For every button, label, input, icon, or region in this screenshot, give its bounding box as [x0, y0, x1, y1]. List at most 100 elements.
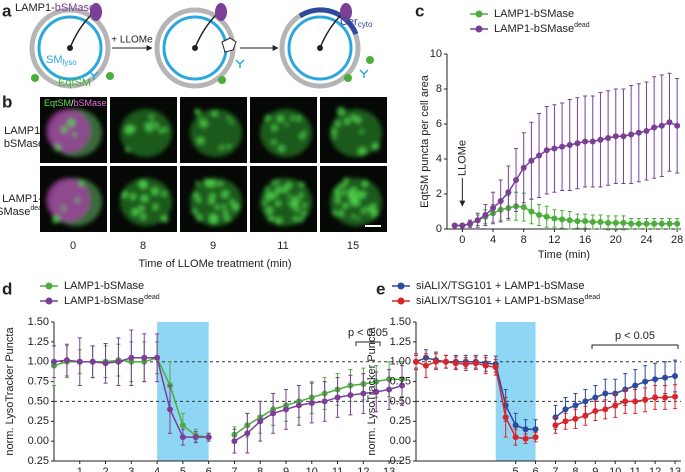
- data-point: [658, 122, 665, 129]
- puncta: [343, 177, 349, 183]
- puncta: [138, 205, 145, 212]
- x-tick-label: 1: [77, 466, 83, 472]
- legend-label: siALIX/TSG101 + LAMP1-bSMase: [416, 280, 584, 292]
- micrograph: [110, 166, 177, 232]
- time-label: 15: [347, 240, 359, 252]
- puncta: [333, 188, 340, 194]
- micrograph: [40, 97, 107, 163]
- puncta: [263, 200, 268, 205]
- cell-signal: [46, 109, 102, 157]
- puncta: [271, 179, 277, 185]
- cell-body: [120, 109, 172, 157]
- y-tick-label: 0.25: [390, 415, 411, 427]
- data-point: [566, 217, 573, 224]
- legend-name: LAMP1-bSMase: [494, 23, 574, 35]
- legend-marker: [397, 297, 405, 305]
- data-point: [89, 358, 96, 365]
- data-point: [51, 358, 57, 365]
- data-point: [642, 378, 649, 385]
- data-point: [520, 204, 527, 211]
- data-point: [635, 129, 642, 136]
- y-tick-label: 8: [436, 83, 442, 95]
- puncta: [267, 215, 274, 222]
- puncta: [271, 124, 278, 131]
- puncta: [78, 180, 85, 186]
- data-point: [482, 362, 489, 369]
- cell-signal: [260, 109, 312, 157]
- data-point: [115, 358, 122, 365]
- data-point: [643, 220, 650, 227]
- cer-text: Cer: [340, 16, 358, 28]
- puncta: [287, 194, 292, 198]
- data-point: [167, 406, 173, 413]
- puncta: [276, 179, 280, 183]
- x-tick-label: 6: [532, 466, 538, 472]
- cer-subscript: cyto: [358, 20, 373, 29]
- puncta: [338, 210, 345, 217]
- data-point: [474, 217, 481, 224]
- puncta: [294, 207, 300, 212]
- puncta: [196, 197, 202, 203]
- data-point: [472, 360, 479, 367]
- data-point: [308, 400, 315, 407]
- puncta: [221, 204, 227, 210]
- data-point: [505, 189, 512, 196]
- puncta: [335, 196, 341, 202]
- puncta: [354, 116, 362, 124]
- shaded-label: + GPN: [168, 311, 198, 322]
- puncta: [217, 181, 223, 187]
- data-point: [551, 145, 558, 152]
- cell-signal: [120, 178, 172, 226]
- data-point: [543, 147, 550, 154]
- row-label: LAMP1-bSMase: [4, 125, 44, 150]
- puncta: [278, 145, 285, 152]
- puncta: [281, 186, 288, 193]
- sm-subscript: lyso: [63, 58, 78, 67]
- x-tick-label: 12: [357, 466, 369, 472]
- data-point: [605, 135, 612, 141]
- panel-letter: a: [2, 1, 12, 20]
- puncta: [191, 209, 197, 215]
- puncta: [214, 204, 220, 210]
- puncta: [72, 132, 77, 137]
- puncta: [75, 198, 80, 203]
- puncta: [332, 210, 338, 216]
- data-point: [536, 212, 543, 218]
- puncta: [368, 205, 376, 213]
- data-point: [321, 398, 328, 405]
- sm-label: SMlyso: [46, 54, 77, 67]
- data-point: [179, 434, 186, 441]
- x-tick-label: 8: [521, 234, 527, 246]
- data-point: [63, 357, 70, 364]
- data-point: [492, 364, 499, 371]
- data-point: [572, 402, 579, 409]
- puncta: [265, 187, 270, 191]
- y-tick-label: 1.50: [390, 316, 411, 328]
- puncta: [337, 183, 343, 189]
- data-point: [612, 402, 619, 409]
- data-point: [283, 406, 289, 413]
- y-tick-label: 1.25: [390, 336, 411, 348]
- data-point: [642, 396, 649, 403]
- puncta: [209, 213, 216, 221]
- puncta: [273, 192, 278, 198]
- chart: e + GPN 0.25 0.00 0.25 0.50 0.75 1.00 1.25 1.50 5 6…: [366, 279, 681, 472]
- data-point: [651, 124, 658, 131]
- data-point: [582, 138, 589, 145]
- y-tick-label: 0.00: [28, 435, 49, 447]
- puncta: [299, 133, 305, 139]
- puncta: [224, 215, 230, 222]
- puncta: [299, 181, 305, 187]
- data-point: [231, 438, 238, 445]
- data-point: [459, 222, 466, 229]
- puncta: [361, 210, 366, 214]
- puncta: [284, 122, 288, 126]
- puncta: [351, 214, 356, 219]
- treatment-label: + LLOMe: [111, 35, 153, 46]
- panel-b: b LAMP1-bSMase LAMP1-bSMasedead Time of …: [0, 92, 387, 270]
- legend-label: LAMP1-bSMasedead: [494, 22, 590, 35]
- time-label: 9: [210, 240, 216, 252]
- data-point: [467, 220, 474, 227]
